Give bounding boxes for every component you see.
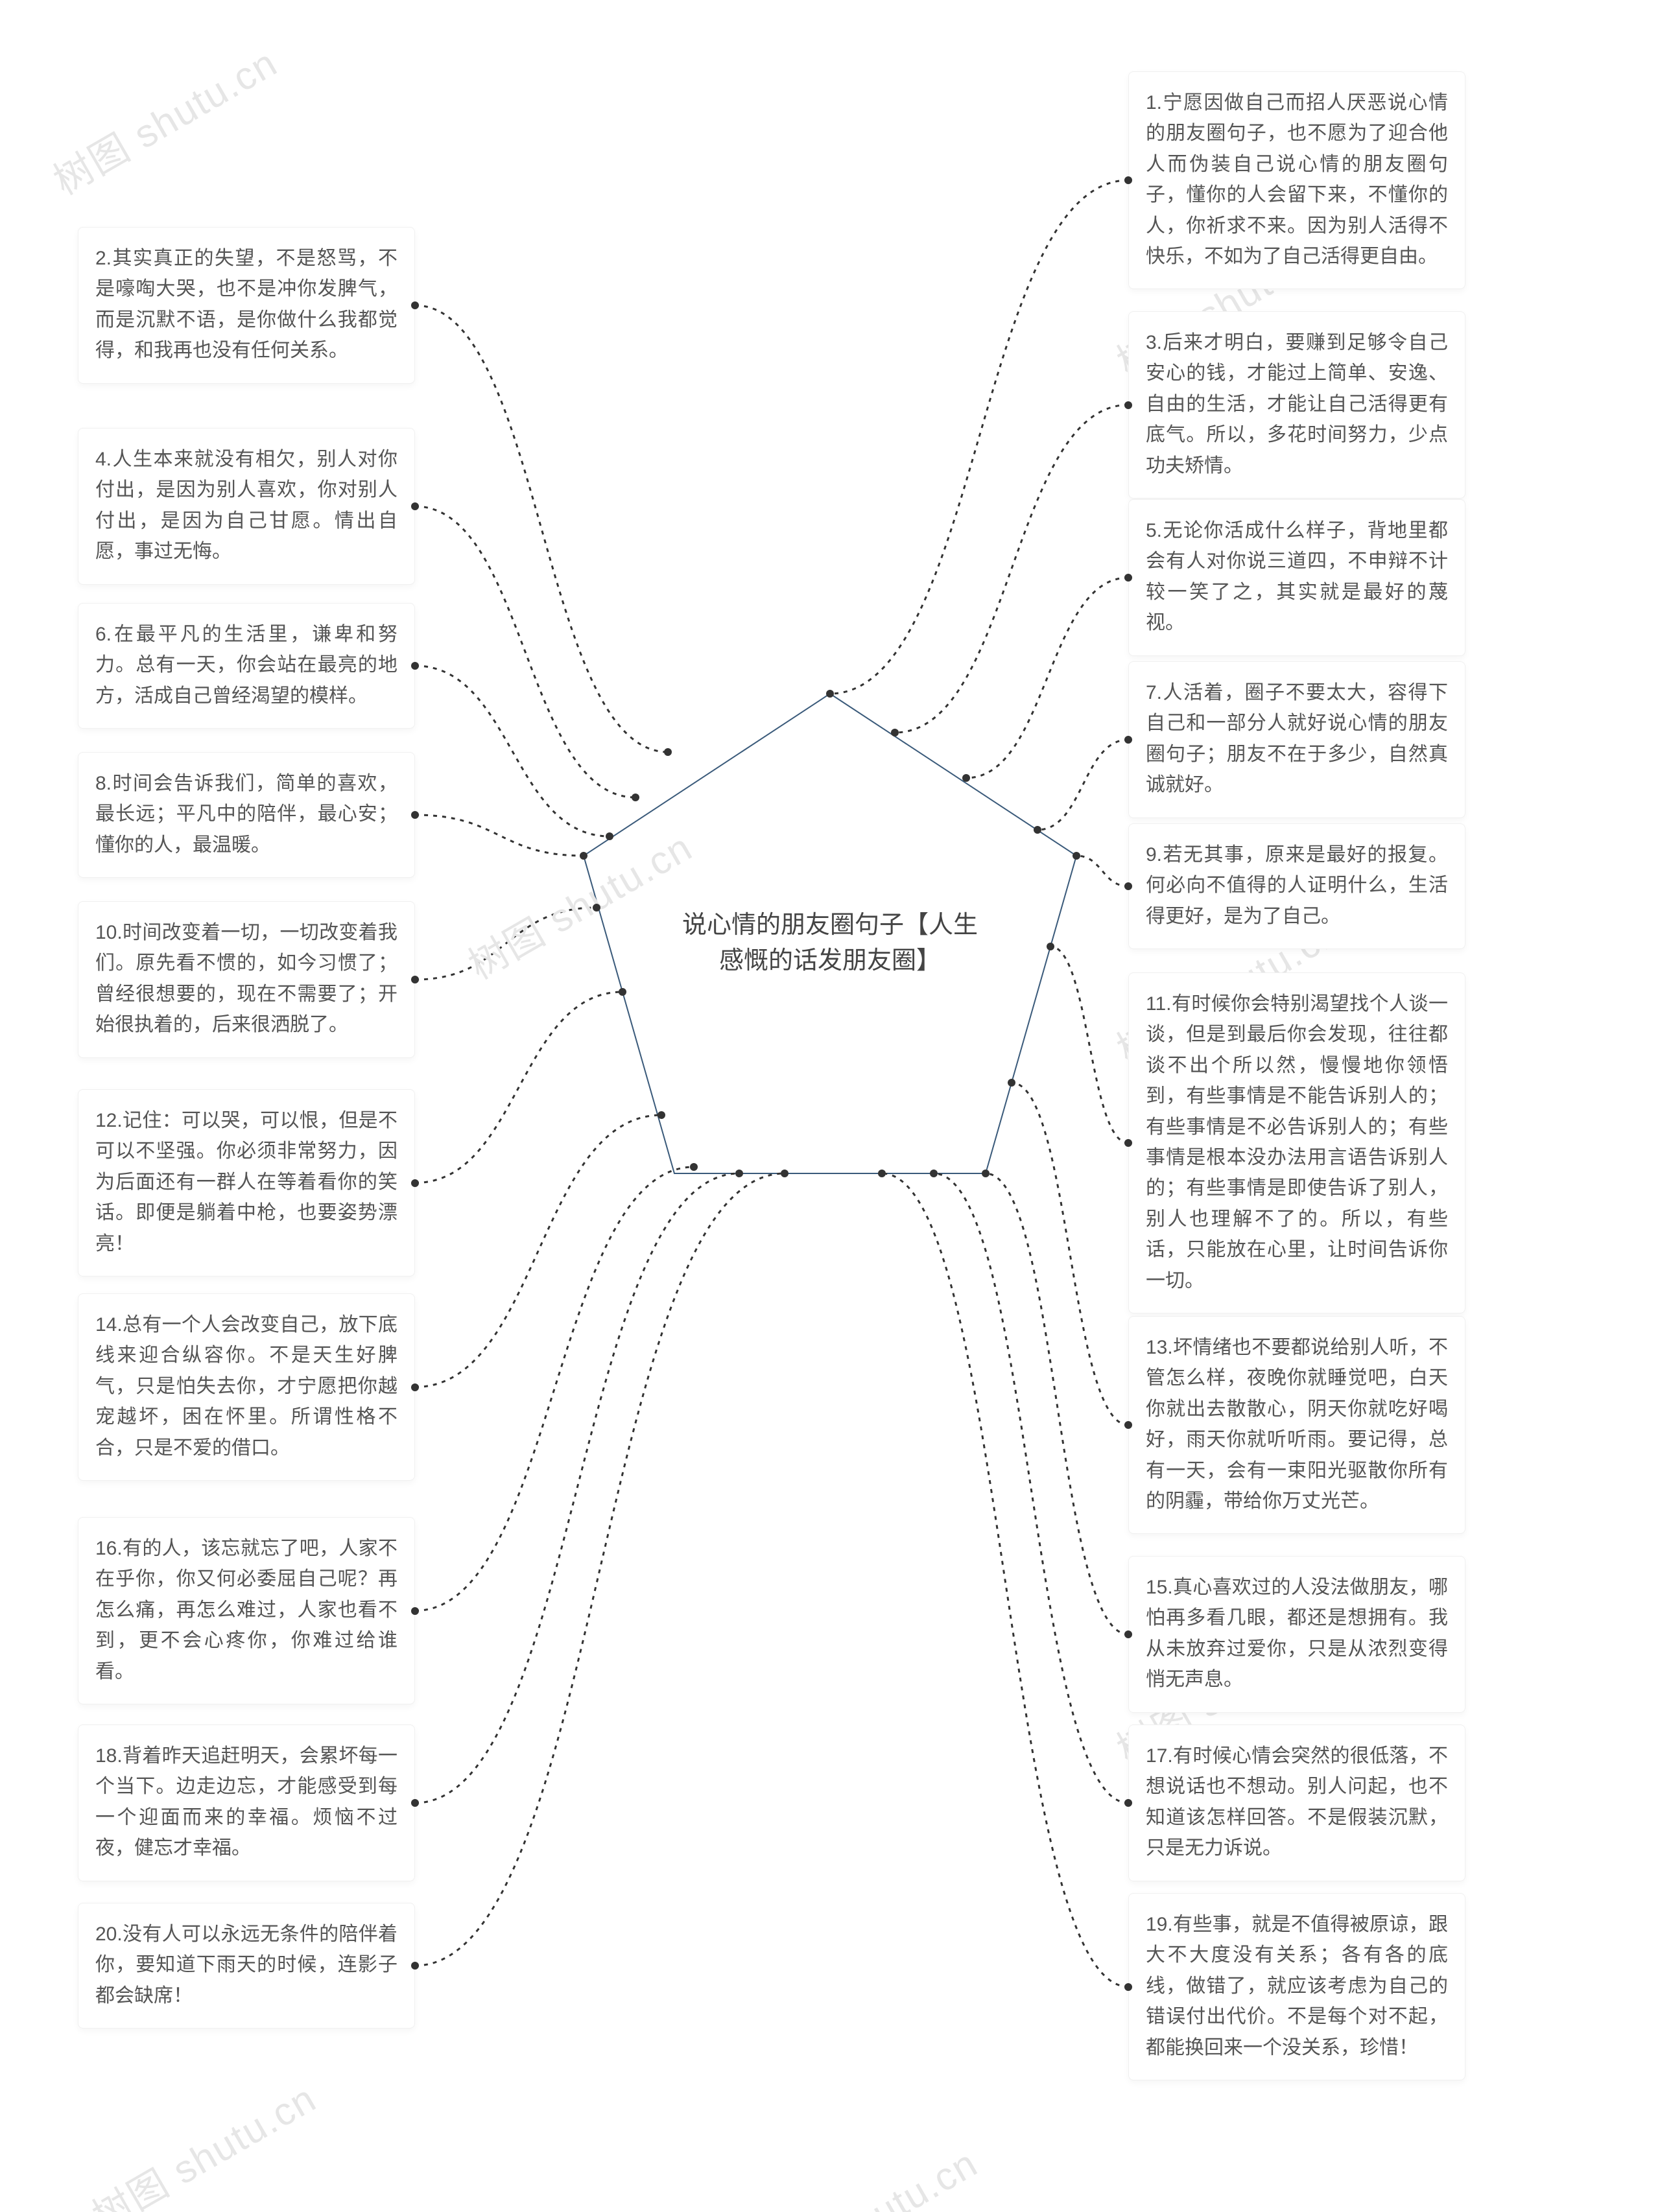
connector-dot (1124, 574, 1132, 582)
mind-node: 2.其实真正的失望，不是怒骂，不是嚎啕大哭，也不是冲你发脾气，而是沉默不语，是你… (78, 227, 415, 384)
connector-dot (664, 748, 672, 756)
mind-node: 3.后来才明白，要赚到足够令自己安心的钱，才能过上简单、安逸、自由的生活，才能让… (1128, 311, 1465, 499)
mind-node: 6.在最平凡的生活里，谦卑和努力。总有一天，你会站在最亮的地方，活成自己曾经渴望… (78, 603, 415, 729)
connector-dot (891, 729, 899, 736)
connector-dot (411, 1607, 419, 1615)
connector-dot (1124, 1799, 1132, 1807)
mind-node: 1.宁愿因做自己而招人厌恶说心情的朋友圈句子，也不愿为了迎合他人而伪装自己说心情… (1128, 71, 1465, 289)
connector-dot (1124, 1983, 1132, 1991)
connector-dot (411, 1179, 419, 1187)
connector-dot (411, 1962, 419, 1970)
connector-dot (690, 1163, 698, 1171)
connector-dot (658, 1111, 665, 1119)
connector-dot (632, 794, 639, 801)
connector-dot (735, 1170, 743, 1177)
watermark: 树图 shutu.cn (456, 816, 701, 990)
connector-dot (1124, 1421, 1132, 1429)
connector-line (1050, 947, 1128, 1143)
connector-dot (411, 502, 419, 510)
mind-node: 12.记住：可以哭，可以恨，但是不可以不坚强。你必须非常努力，因为后面还有一群人… (78, 1089, 415, 1277)
connector-dot (1124, 1139, 1132, 1147)
connector-dot (411, 976, 419, 983)
connector-dot (411, 1383, 419, 1391)
connector-dot (1124, 1630, 1132, 1638)
connector-line (415, 1167, 694, 1611)
connector-line (934, 1173, 1128, 1803)
connector-dot (411, 662, 419, 670)
connector-line (415, 992, 622, 1183)
connector-dot (781, 1170, 788, 1177)
connector-line (895, 405, 1128, 733)
mind-node: 17.有时候心情会突然的很低落，不想说话也不想动。别人问起，也不知道该怎样回答。… (1128, 1724, 1465, 1881)
connector-dot (411, 811, 419, 819)
connector-line (415, 908, 597, 980)
connector-line (415, 1173, 739, 1803)
connector-line (415, 1173, 785, 1966)
connector-line (966, 578, 1128, 778)
mind-node: 7.人活着，圈子不要太大，容得下自己和一部分人就好说心情的朋友圈句子；朋友不在于… (1128, 661, 1465, 818)
connector-dot (826, 690, 834, 698)
mind-node: 4.人生本来就没有相欠，别人对你付出，是因为别人喜欢，你对别人付出，是因为自己甘… (78, 428, 415, 585)
mind-node: 11.有时候你会特别渴望找个人谈一谈，但是到最后你会发现，往往都谈不出个所以然，… (1128, 972, 1465, 1313)
mind-node: 8.时间会告诉我们，简单的喜欢，最长远；平凡中的陪伴，最心安；懂你的人，最温暖。 (78, 752, 415, 878)
mind-node: 13.坏情绪也不要都说给别人听，不管怎么样，夜晚你就睡觉吧，白天你就出去散散心，… (1128, 1316, 1465, 1534)
mind-node: 10.时间改变着一切，一切改变着我们。原先看不惯的，如今习惯了；曾经很想要的，现… (78, 901, 415, 1058)
connector-line (830, 180, 1128, 694)
watermark: 树图 shutu.cn (42, 32, 286, 206)
connector-line (415, 506, 635, 797)
mind-node: 9.若无其事，原来是最好的报复。何必向不值得的人证明什么，生活得更好，是为了自己… (1128, 823, 1465, 949)
connector-dot (411, 1799, 419, 1807)
connector-line (1012, 1083, 1128, 1425)
connector-dot (1124, 176, 1132, 184)
mind-node: 16.有的人，该忘就忘了吧，人家不在乎你，你又何必委屈自己呢？再怎么痛，再怎么难… (78, 1517, 415, 1704)
connector-dot (1034, 826, 1041, 834)
mind-node: 19.有些事，就是不值得被原谅，跟大不大度没有关系；各有各的底线，做错了，就应该… (1128, 1893, 1465, 2080)
connector-dot (878, 1170, 886, 1177)
connector-dot (580, 852, 587, 860)
connector-dot (1124, 401, 1132, 409)
watermark: 树图 shutu.cn (742, 2132, 986, 2212)
connector-dot (411, 301, 419, 309)
connector-line (1038, 740, 1128, 830)
connector-line (986, 1173, 1128, 1634)
mind-node: 20.没有人可以永远无条件的陪伴着你，要知道下雨天的时候，连影子都会缺席！ (78, 1903, 415, 2029)
mind-node: 18.背着昨天追赶明天，会累坏每一个当下。边走边忘，才能感受到每一个迎面而来的幸… (78, 1724, 415, 1881)
connector-dot (1124, 736, 1132, 744)
mind-node: 14.总有一个人会改变自己，放下底线来迎合纵容你。不是天生好脾气，只是怕失去你，… (78, 1293, 415, 1481)
mind-node: 15.真心喜欢过的人没法做朋友，哪怕再多看几眼，都还是想拥有。我从未放弃过爱你，… (1128, 1556, 1465, 1713)
connector-dot (1073, 852, 1080, 860)
connector-line (1076, 856, 1128, 886)
connector-line (415, 305, 668, 752)
connector-dot (593, 904, 600, 912)
mind-node: 5.无论你活成什么样子，背地里都会有人对你说三道四，不申辩不计较一笑了之，其实就… (1128, 499, 1465, 656)
connector-dot (1124, 882, 1132, 890)
connector-dot (982, 1170, 990, 1177)
connector-dot (962, 774, 970, 782)
connector-line (415, 815, 584, 856)
connector-dot (1008, 1079, 1015, 1087)
center-title: 说心情的朋友圈句子【人生感慨的话发朋友圈】 (681, 908, 979, 979)
connector-dot (619, 988, 626, 996)
connector-line (415, 666, 610, 836)
connector-dot (1047, 943, 1054, 950)
connector-line (415, 1115, 661, 1387)
connector-dot (930, 1170, 938, 1177)
connector-line (882, 1173, 1128, 1987)
connector-dot (606, 832, 613, 840)
watermark: 树图 shutu.cn (80, 2067, 325, 2212)
